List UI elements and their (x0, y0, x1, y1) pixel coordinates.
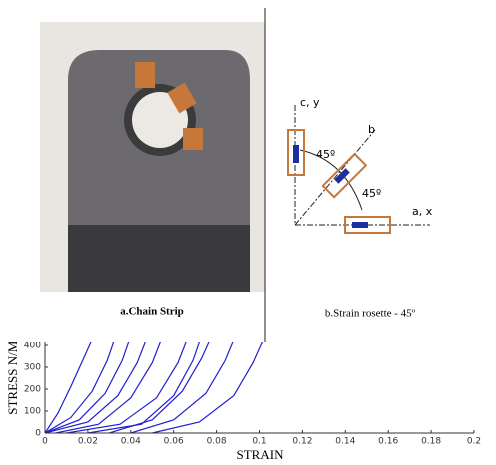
y-tick-label: 300 (24, 363, 41, 373)
x-tick-label: 0.18 (421, 437, 441, 447)
rosette-label: c, y (300, 96, 320, 109)
rosette-label: b (368, 123, 375, 136)
x-tick-label: 0.16 (378, 437, 398, 447)
line-series (88, 330, 204, 433)
strip-shadow (68, 225, 250, 292)
gauge-grid (293, 145, 299, 163)
x-tick-label: 0.02 (78, 437, 98, 447)
figure: STRAIN STRESS N/MM² 00.020.040.060.080.1… (0, 0, 496, 465)
plot-area (45, 330, 266, 433)
gauge (183, 128, 203, 150)
x-tick-label: 0.2 (467, 437, 481, 447)
line-series (152, 334, 266, 433)
b-axis-line (295, 130, 375, 225)
x-tick-label: 0 (42, 437, 48, 447)
gauge-grid (352, 222, 368, 228)
y-tick-label: 200 (24, 385, 41, 395)
rosette-label: a, x (412, 205, 433, 218)
line-series (67, 330, 191, 433)
rosette (288, 105, 430, 233)
images-panel: a.Chain Strip c, y b 45º 45º a, x b.Stra… (0, 0, 496, 342)
x-tick-label: 0.1 (252, 437, 266, 447)
x-tick-label: 0.06 (164, 437, 184, 447)
photo-caption: a.Chain Strip (120, 306, 184, 318)
x-axis-label: STRAIN (237, 447, 285, 462)
x-tick-label: 0.12 (292, 437, 312, 447)
x-tick-label: 0.08 (207, 437, 227, 447)
diagram-caption: b.Strain rosette - 45º (325, 308, 416, 320)
y-tick-label: 0 (35, 429, 41, 439)
rosette-label: 45º (316, 148, 335, 161)
gauge (135, 62, 155, 88)
x-tick-label: 0.14 (335, 437, 355, 447)
y-tick-label: 100 (24, 407, 41, 417)
x-tick-label: 0.04 (121, 437, 141, 447)
y-tick-label: 400 (24, 341, 41, 351)
rosette-label: 45º (362, 187, 381, 200)
